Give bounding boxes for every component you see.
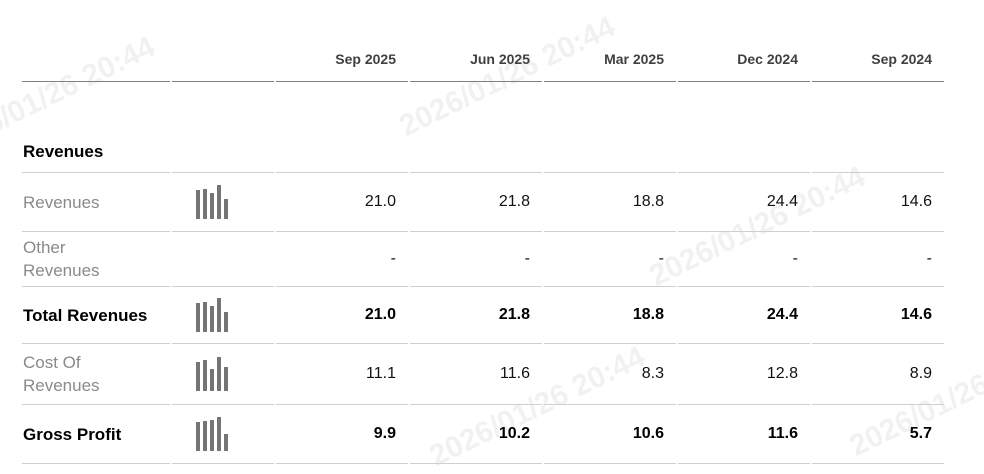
table-row-total-revenues: Total Revenues 21.0 21.8 18.8 24.4 14.6: [22, 287, 944, 344]
value-cell: 21.8: [410, 287, 542, 344]
value-cell: 21.8: [410, 173, 542, 232]
empty-cell: [172, 82, 274, 173]
column-header-jun-2025: Jun 2025: [410, 20, 542, 82]
value-cell: 9.9: [276, 405, 408, 464]
value-cell: 21.0: [276, 173, 408, 232]
value-cell: 11.1: [276, 344, 408, 405]
sparkline-bar-chart-icon[interactable]: [196, 298, 229, 332]
empty-header-cell: [172, 20, 274, 82]
sparkline-cell[interactable]: [172, 344, 274, 405]
section-title: Revenues: [22, 82, 170, 173]
table-row-cost-of-revenues: Cost Of Revenues 11.1 11.6 8.3 12.8 8.9: [22, 344, 944, 405]
column-header-sep-2024: Sep 2024: [812, 20, 944, 82]
sparkline-bar-chart-icon[interactable]: [196, 417, 229, 451]
sparkline-bar-chart-icon[interactable]: [196, 357, 229, 391]
value-cell: -: [410, 232, 542, 287]
header-row: Sep 2025 Jun 2025 Mar 2025 Dec 2024 Sep …: [22, 20, 944, 82]
value-cell: 24.4: [678, 287, 810, 344]
value-cell: 14.6: [812, 287, 944, 344]
value-cell: -: [678, 232, 810, 287]
column-header-mar-2025: Mar 2025: [544, 20, 676, 82]
empty-cell: [172, 232, 274, 287]
value-cell: 21.0: [276, 287, 408, 344]
value-cell: 5.7: [812, 405, 944, 464]
value-cell: 10.2: [410, 405, 542, 464]
value-cell: 24.4: [678, 173, 810, 232]
value-cell: 11.6: [678, 405, 810, 464]
value-cell: -: [544, 232, 676, 287]
empty-cell: [410, 82, 542, 173]
column-header-dec-2024: Dec 2024: [678, 20, 810, 82]
row-label-revenues[interactable]: Revenues: [22, 173, 170, 232]
value-cell: -: [812, 232, 944, 287]
empty-cell: [812, 82, 944, 173]
financials-table: Sep 2025 Jun 2025 Mar 2025 Dec 2024 Sep …: [20, 20, 946, 464]
column-header-sep-2025: Sep 2025: [276, 20, 408, 82]
value-cell: 12.8: [678, 344, 810, 405]
value-cell: 8.9: [812, 344, 944, 405]
section-row: Revenues: [22, 82, 944, 173]
table-row-gross-profit: Gross Profit 9.9 10.2 10.6 11.6 5.7: [22, 405, 944, 464]
empty-header-cell: [22, 20, 170, 82]
row-label-cost-of-revenues[interactable]: Cost Of Revenues: [22, 344, 170, 405]
sparkline-cell[interactable]: [172, 405, 274, 464]
row-label-gross-profit[interactable]: Gross Profit: [22, 405, 170, 464]
empty-cell: [544, 82, 676, 173]
row-label-total-revenues[interactable]: Total Revenues: [22, 287, 170, 344]
empty-cell: [678, 82, 810, 173]
empty-cell: [276, 82, 408, 173]
table-row-other-revenues: Other Revenues - - - - -: [22, 232, 944, 287]
value-cell: 14.6: [812, 173, 944, 232]
value-cell: 18.8: [544, 287, 676, 344]
table-row-revenues: Revenues 21.0 21.8 18.8 24.4 14.6: [22, 173, 944, 232]
sparkline-cell[interactable]: [172, 173, 274, 232]
value-cell: 18.8: [544, 173, 676, 232]
value-cell: 11.6: [410, 344, 542, 405]
sparkline-cell[interactable]: [172, 287, 274, 344]
value-cell: -: [276, 232, 408, 287]
value-cell: 8.3: [544, 344, 676, 405]
sparkline-bar-chart-icon[interactable]: [196, 185, 229, 219]
value-cell: 10.6: [544, 405, 676, 464]
row-label-other-revenues[interactable]: Other Revenues: [22, 232, 170, 287]
